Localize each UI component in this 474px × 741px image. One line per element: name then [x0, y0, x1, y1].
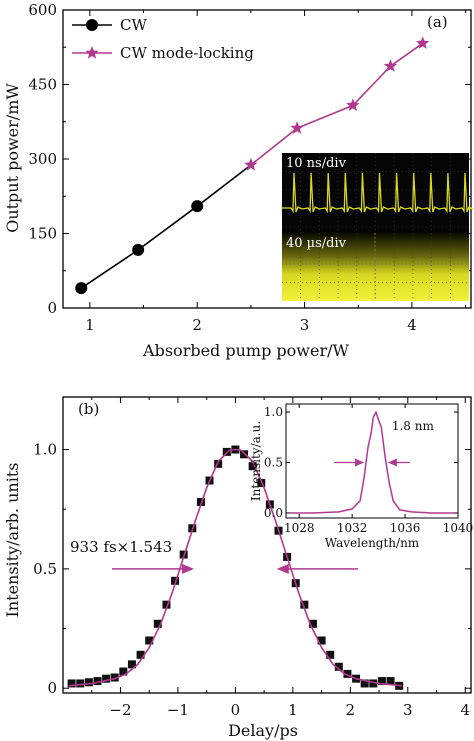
autocorrelation-data-point: [308, 619, 317, 628]
spectrum-arrow-right-head: [387, 458, 397, 467]
cw-data-point: [75, 282, 88, 295]
legend-ml-label: CW mode-locking: [120, 44, 254, 62]
fwhm-arrow-left-head: [182, 563, 195, 574]
panel-b-ticks: −2 −1 0 1 2 3 4 0 0.5 1.0: [33, 397, 471, 719]
panel-b-series: [67, 445, 404, 690]
autocorrelation-data-point: [145, 636, 154, 645]
y-tick-label: 0: [47, 679, 57, 697]
inset-y-tick-label: 0.5: [264, 456, 283, 470]
sech2-fit-curve: [68, 448, 403, 687]
x-tick-label: 3: [403, 701, 413, 719]
autocorrelation-data-point: [171, 576, 180, 585]
x-tick-label: 1: [288, 701, 298, 719]
inset-xlabel: Wavelength/nm: [325, 536, 420, 550]
cw-mode-locking-data-point: [290, 121, 304, 134]
autocorrelation-data-point: [76, 679, 85, 688]
series-cw-mode-locking-line: [250, 42, 424, 166]
x-tick-label: −2: [109, 701, 131, 719]
y-tick-label: 0: [47, 299, 57, 317]
scope-pulse-trace: [282, 172, 474, 214]
scope-label-bottom: 40 µs/div: [286, 236, 347, 251]
spectrum-inset: 1028 1032 1036 1040 0.0 0.5 1.0 1.8 nm Wavelengt…: [249, 403, 474, 550]
cw-mode-locking-data-point: [244, 158, 258, 171]
panel-a-legend: CW CW mode-locking: [72, 16, 254, 62]
x-tick-label: −1: [167, 701, 189, 719]
autocorrelation-data-point: [67, 679, 76, 688]
cw-mode-locking-data-point: [416, 36, 430, 49]
spectrum-curve: [290, 410, 456, 514]
spectrum-width-label: 1.8 nm: [392, 419, 435, 433]
inset-y-tick-label: 0.0: [264, 506, 283, 520]
autocorrelation-data-point: [153, 619, 162, 628]
x-tick-label: 0: [231, 701, 241, 719]
y-tick-label: 450: [28, 76, 57, 94]
autocorrelation-data-point: [84, 678, 93, 687]
y-tick-label: 300: [28, 150, 57, 168]
cw-data-point: [191, 200, 204, 213]
series-cw-line: [80, 164, 252, 289]
autocorrelation-data-point: [136, 650, 145, 659]
autocorrelation-data-point: [300, 600, 309, 609]
autocorrelation-data-point: [334, 662, 343, 671]
autocorrelation-data-point: [127, 660, 136, 669]
panel-a-ylabel: Output power/mW: [3, 83, 22, 233]
x-tick-label: 3: [300, 316, 310, 334]
oscilloscope-inset: 10 ns/div 40 µs/div: [282, 153, 474, 301]
panel-a-series: [75, 36, 430, 295]
autocorrelation-data-point: [386, 677, 395, 686]
inset-x-tick-label: 1040: [443, 521, 474, 535]
panel-b-annotation-label: 933 fs×1.543: [70, 538, 172, 556]
inset-x-tick-label: 1028: [284, 521, 315, 535]
autocorrelation-data-point: [248, 462, 257, 471]
autocorrelation-data-point: [369, 679, 378, 688]
autocorrelation-data-point: [343, 669, 352, 678]
inset-y-tick-label: 1.0: [264, 405, 283, 419]
autocorrelation-data-point: [162, 600, 171, 609]
scope-label-top: 10 ns/div: [286, 156, 347, 171]
autocorrelation-data-point: [240, 450, 249, 459]
x-tick-label: 2: [346, 701, 356, 719]
fwhm-arrow-right-head: [276, 563, 289, 574]
cw-mode-locking-data-point: [346, 98, 360, 111]
autocorrelation-data-point: [377, 677, 386, 686]
y-tick-label: 1.0: [33, 441, 57, 459]
autocorrelation-data-point: [196, 498, 205, 507]
autocorrelation-data-point: [110, 673, 119, 682]
legend-ml-marker: [85, 46, 99, 59]
autocorrelation-data-point: [102, 674, 111, 683]
panel-b-frame: [62, 396, 472, 694]
cw-mode-locking-data-point: [383, 59, 398, 72]
panel-b-fwhm-annotation: [112, 563, 358, 574]
x-tick-label: 1: [85, 316, 95, 334]
autocorrelation-data-point: [360, 679, 369, 688]
autocorrelation-data-point: [214, 459, 223, 468]
panel-a-xlabel: Absorbed pump power/W: [142, 341, 349, 360]
y-tick-label: 150: [28, 225, 57, 243]
x-tick-label: 2: [192, 316, 202, 334]
inset-x-tick-label: 1032: [337, 521, 368, 535]
autocorrelation-data-point: [119, 667, 128, 676]
legend-cw-marker: [86, 19, 98, 31]
cw-data-point: [132, 243, 145, 256]
panel-a-label: (a): [427, 13, 448, 31]
inset-x-tick-label: 1036: [390, 521, 421, 535]
autocorrelation-data-point: [326, 650, 335, 659]
y-tick-label: 600: [28, 1, 57, 19]
legend-cw-label: CW: [120, 16, 147, 34]
panel-b-label: (b): [78, 400, 99, 418]
spectrum-arrow-left-head: [355, 458, 365, 467]
panel-b: −2 −1 0 1 2 3 400.51.0 933 fs×1.543 (b) 1028 10…: [3, 396, 474, 740]
autocorrelation-data-point: [317, 636, 326, 645]
x-tick-label: 4: [460, 701, 470, 719]
panel-b-axes-box: [62, 396, 472, 694]
panel-b-ylabel: Intensity/arb. units: [3, 463, 22, 618]
x-tick-label: 4: [407, 316, 417, 334]
y-tick-label: 0.5: [33, 560, 57, 578]
autocorrelation-data-point: [93, 677, 102, 686]
panel-b-xlabel: Delay/ps: [228, 721, 298, 740]
inset-ylabel: Intensity/a.u.: [249, 421, 263, 501]
